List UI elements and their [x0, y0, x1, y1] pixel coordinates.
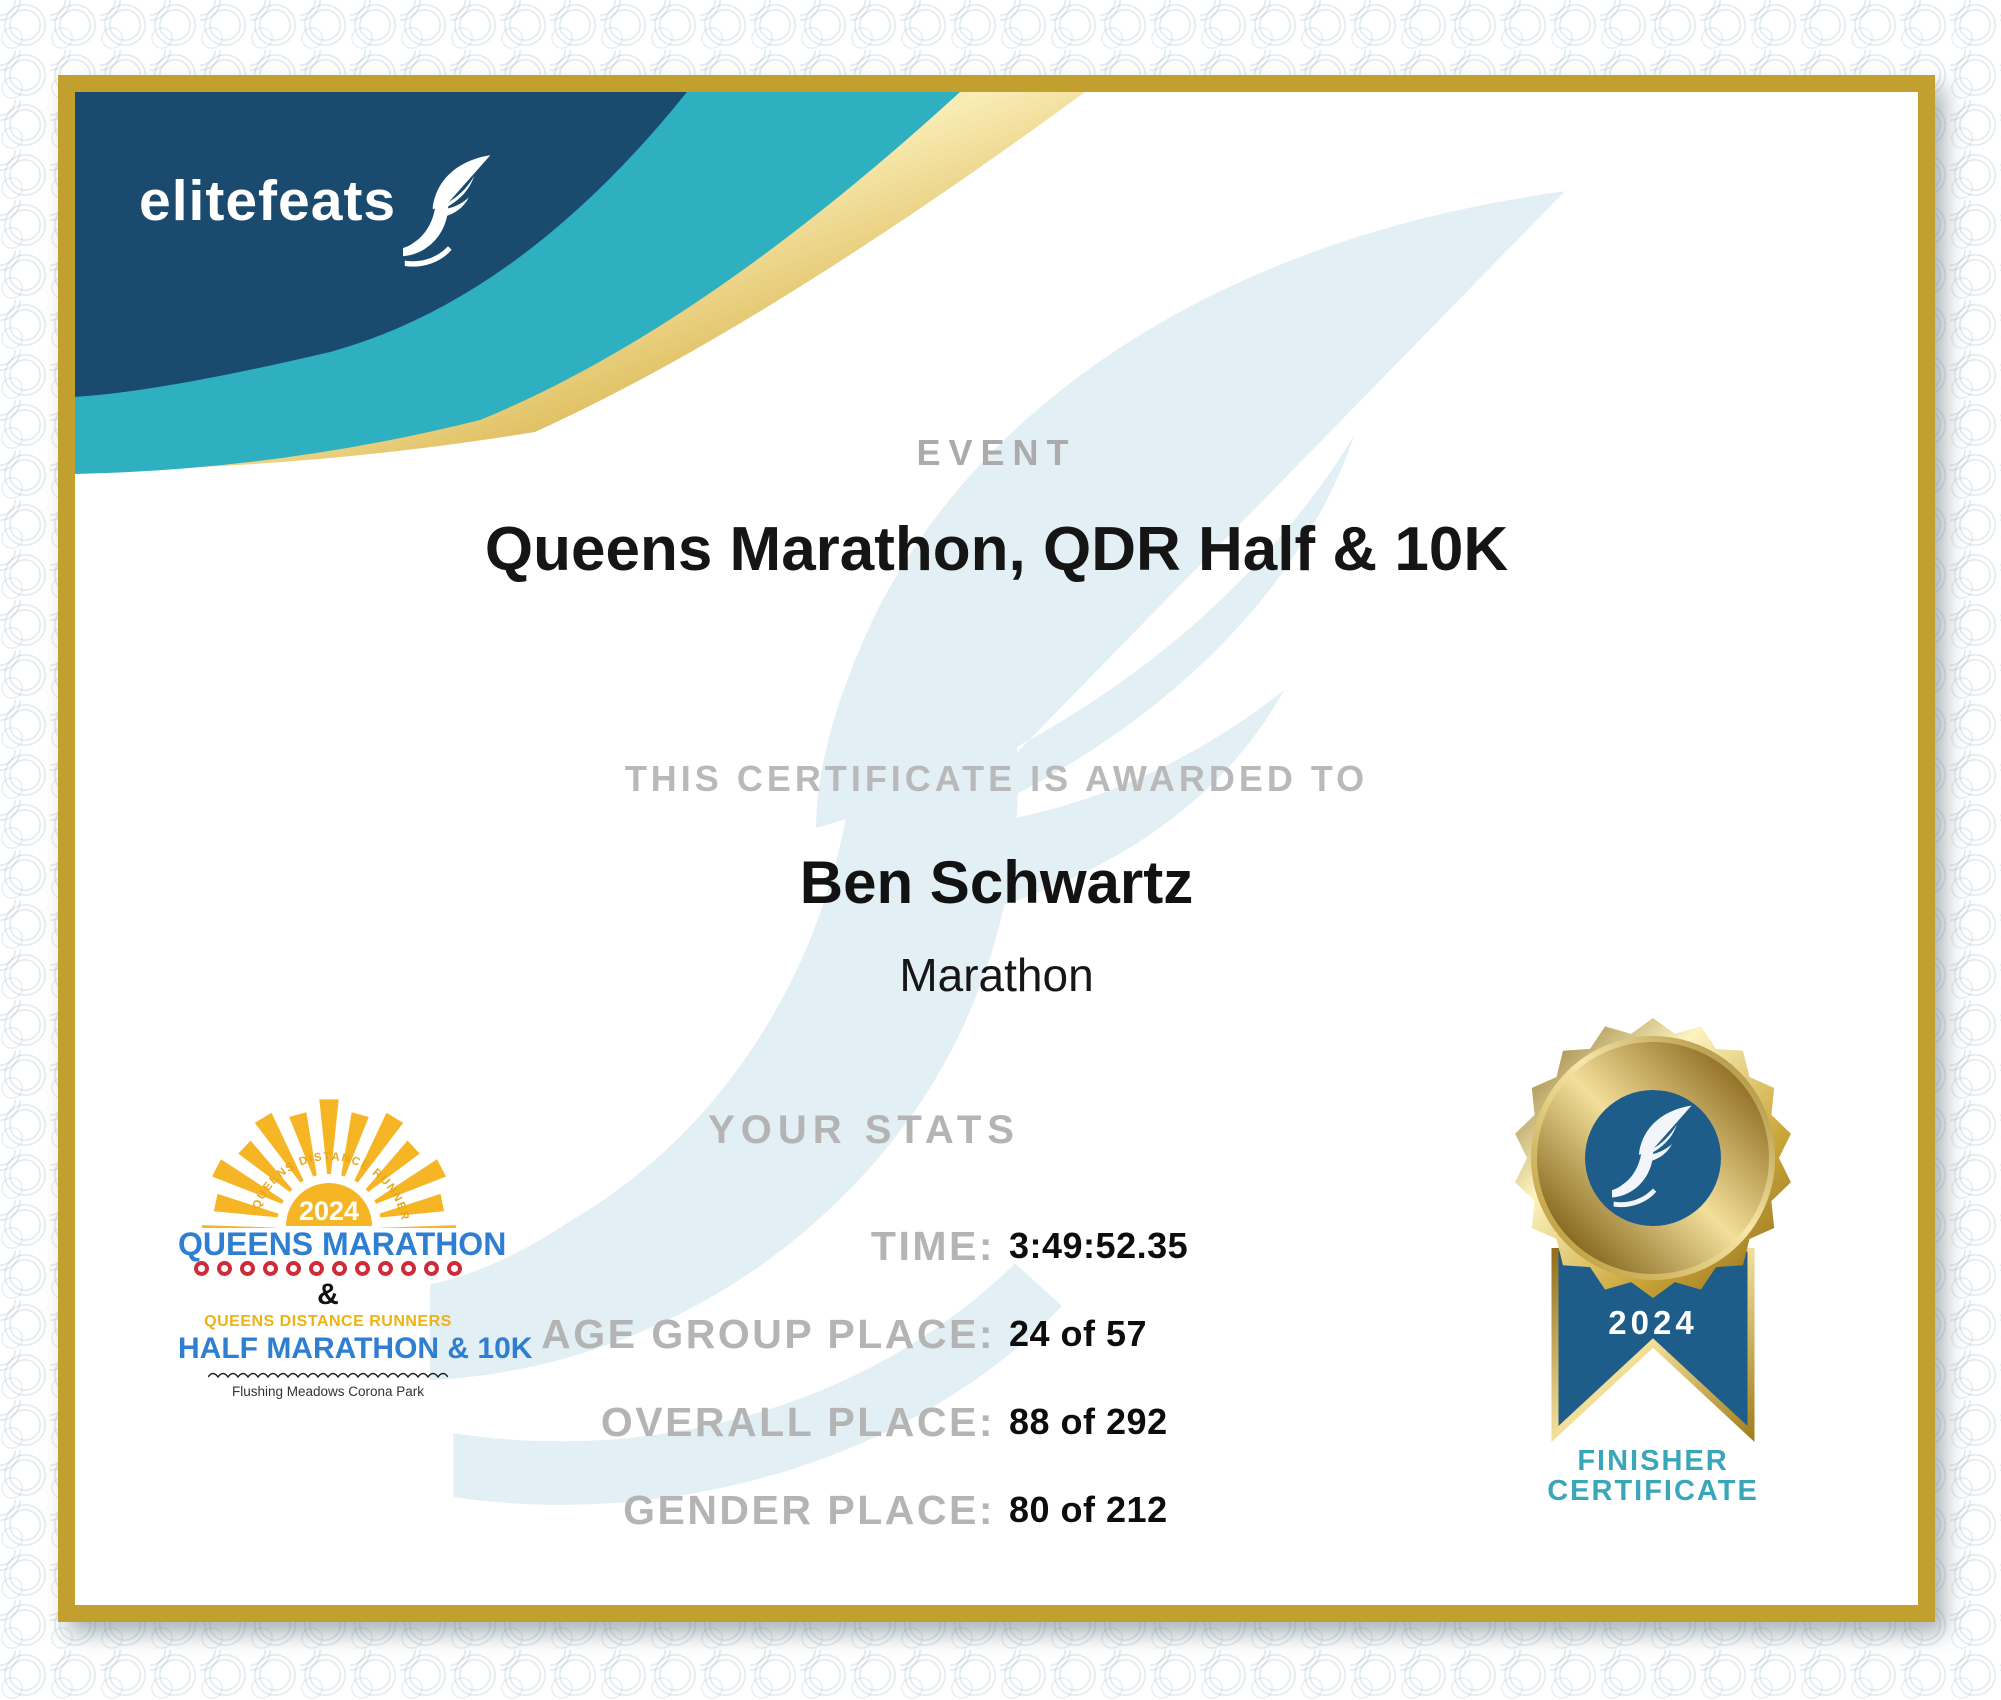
event-name: Queens Marathon, QDR Half & 10K — [484, 515, 1509, 584]
stat-label-age-group-place: AGE GROUP PLACE: — [541, 1310, 995, 1357]
stat-label-overall-place: OVERALL PLACE: — [600, 1398, 995, 1445]
brand-winged-foot-icon — [403, 155, 491, 267]
medal-caption: FINISHER CERTIFICATE — [1453, 1446, 1853, 1506]
stats-title: YOUR STATS — [708, 1108, 1020, 1152]
stat-label-gender-place: GENDER PLACE: — [623, 1486, 995, 1533]
stat-value-overall-place: 88 of 292 — [1009, 1401, 1168, 1442]
awarded-label: THIS CERTIFICATE IS AWARDED TO — [624, 758, 1369, 799]
division-name: Marathon — [899, 949, 1094, 1001]
event-logo-club: QUEENS DISTANCE RUNNERS — [204, 1313, 452, 1330]
winged-foot-watermark-icon — [430, 191, 1565, 1505]
certificate-content: elitefeats EVENT Queens Marathon, QDR Ha… — [75, 92, 1918, 1605]
medal-year: 2024 — [1608, 1304, 1697, 1341]
event-logo-title: QUEENS MARATHON — [178, 1226, 507, 1262]
brand-logo-text: elitefeats — [139, 169, 397, 233]
stat-value-time: 3:49:52.35 — [1009, 1225, 1189, 1266]
header-swoosh — [75, 92, 1085, 474]
event-logo-races: HALF MARATHON & 10K — [178, 1332, 533, 1365]
medal-ribbon: 2024 — [1551, 1248, 1755, 1443]
sun-rays-icon: QUEENS DISTANCE RUNNERS 2024 — [200, 1092, 456, 1228]
stats-table: TIME: 3:49:52.35 AGE GROUP PLACE: 24 of … — [475, 1202, 1269, 1554]
medal-rosette — [1515, 1018, 1791, 1298]
stat-value-gender-place: 80 of 212 — [1009, 1489, 1168, 1530]
wavy-divider — [208, 1372, 448, 1379]
stat-value-age-group-place: 24 of 57 — [1009, 1313, 1148, 1354]
red-dots-row — [178, 1261, 478, 1276]
gold-frame: elitefeats EVENT Queens Marathon, QDR Ha… — [58, 75, 1935, 1622]
stat-label-time: TIME: — [870, 1222, 995, 1269]
event-logo-location: Flushing Meadows Corona Park — [231, 1384, 425, 1399]
medal-caption-line2: CERTIFICATE — [1547, 1475, 1759, 1507]
sun-year: 2024 — [299, 1196, 359, 1226]
swoosh-navy — [75, 92, 687, 397]
event-logo-ampersand: & — [317, 1278, 339, 1311]
medal-caption-line1: FINISHER — [1577, 1445, 1729, 1477]
event-label: EVENT — [916, 432, 1077, 473]
recipient-name: Ben Schwartz — [799, 849, 1194, 916]
medal-winged-foot-icon — [1612, 1105, 1692, 1208]
